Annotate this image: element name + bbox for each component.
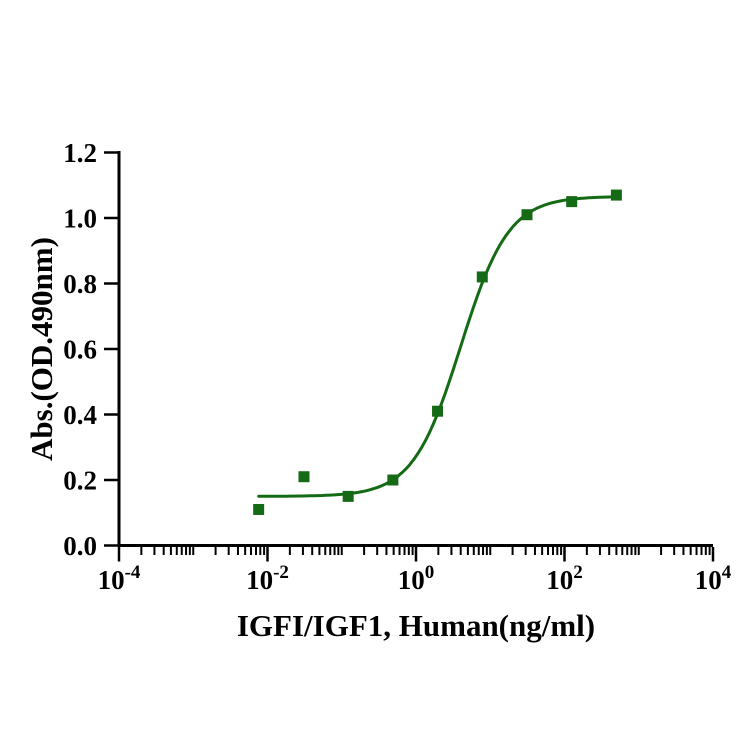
y-tick-label: 1.2	[63, 138, 97, 168]
x-tick-label: 102	[546, 562, 583, 595]
x-axis-title: IGFI/IGF1, Human(ng/ml)	[237, 608, 595, 643]
data-point-marker	[566, 196, 578, 208]
x-tick-label: 104	[695, 562, 732, 595]
data-point-marker	[253, 503, 265, 515]
data-point-marker	[298, 471, 310, 483]
fit-curve	[257, 195, 618, 498]
data-point-marker	[476, 271, 488, 283]
y-tick-label: 0.0	[63, 531, 97, 561]
y-tick-label: 0.6	[63, 335, 97, 365]
y-tick-label: 1.0	[63, 204, 97, 234]
x-tick-label: 100	[398, 562, 435, 595]
data-point-marker	[432, 405, 444, 417]
data-point-marker	[521, 209, 533, 221]
x-tick-label: 10-2	[246, 562, 289, 595]
data-point-marker	[342, 490, 354, 502]
y-axis-title: Abs.(OD.490nm)	[24, 237, 59, 461]
data-point-marker	[387, 474, 399, 486]
y-tick-label: 0.4	[63, 400, 97, 430]
y-tick-label: 0.8	[63, 269, 97, 299]
y-tick-label: 0.2	[63, 466, 97, 496]
x-tick-label: 10-4	[98, 562, 141, 595]
data-point-marker	[610, 189, 622, 201]
